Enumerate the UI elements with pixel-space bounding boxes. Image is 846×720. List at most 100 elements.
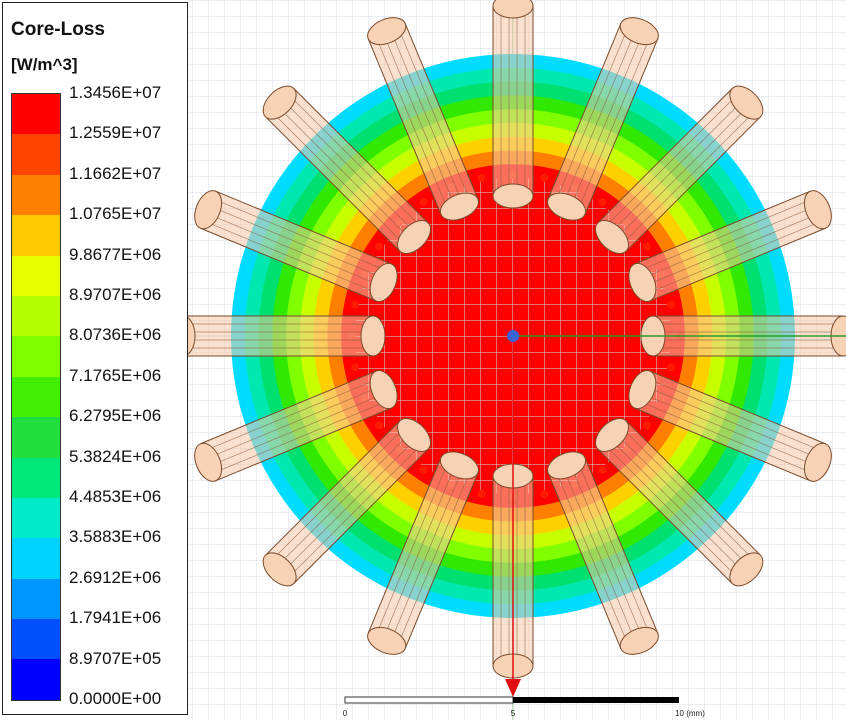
coil-wire: [620, 110, 756, 246]
coil-outer-end: [803, 190, 832, 230]
coil-wire: [569, 463, 644, 640]
scale-bar-black-segment: [513, 697, 679, 703]
coil-inner-end: [439, 451, 479, 480]
legend-value-9: 5.3824E+06: [69, 446, 162, 466]
coil-wire: [637, 400, 814, 474]
coil-wire: [390, 466, 464, 643]
scale-label-5: 5: [511, 709, 516, 718]
coil-wire: [640, 205, 817, 280]
legend-value-11: 3.5883E+06: [69, 527, 162, 547]
coil-wire: [212, 400, 389, 474]
coil-wire: [276, 431, 412, 567]
coil-wire: [620, 426, 756, 562]
coil-body: [492, 5, 534, 197]
coil-inner-end: [369, 370, 398, 410]
coil-13: [194, 190, 398, 302]
coil-wire: [282, 99, 418, 235]
legend-band-13: [12, 619, 60, 660]
legend-band-11: [12, 538, 60, 579]
coil-6: [595, 418, 764, 587]
coil-outer-end: [619, 17, 659, 46]
coil-wire: [569, 32, 644, 209]
legend-value-12: 2.6912E+06: [69, 567, 162, 587]
coordinate-triad: [505, 330, 846, 697]
hot-spot: [375, 421, 384, 430]
coil-wire: [382, 32, 457, 209]
coil-inner-end: [397, 220, 431, 254]
coil-inner-end: [397, 418, 431, 452]
coil-wire: [390, 29, 464, 206]
coil-wire: [608, 437, 744, 573]
coil-15: [367, 17, 479, 221]
legend-title: Core-Loss: [11, 19, 105, 40]
coil-wire: [382, 463, 457, 640]
coil-body: [182, 315, 374, 357]
coil-inner-end: [547, 192, 587, 221]
hot-spot: [666, 300, 675, 309]
coil-wire: [643, 385, 820, 459]
coil-wire: [397, 469, 471, 646]
legend-value-14: 8.9707E+05: [69, 648, 162, 668]
legend-band-9: [12, 457, 60, 498]
hot-spot: [419, 465, 428, 474]
coil-inner-end: [595, 220, 629, 254]
hot-spot: [540, 174, 549, 183]
legend-band-0: [12, 94, 60, 135]
hot-spot: [598, 465, 607, 474]
coil-inner-end: [360, 315, 386, 357]
coil-3: [628, 190, 832, 302]
coil-wire: [287, 93, 423, 229]
coil-inner-end: [547, 451, 587, 480]
hot-spot: [375, 242, 384, 251]
coil-wire: [646, 220, 823, 294]
legend-value-10: 4.4853E+06: [69, 487, 162, 506]
legend-value-2: 1.1662E+07: [69, 163, 162, 183]
legend-value-7: 7.1765E+06: [69, 365, 162, 385]
coil-wire: [562, 29, 636, 206]
coil-wire: [603, 93, 739, 229]
hot-spot: [642, 421, 651, 430]
coil-wire: [646, 378, 823, 452]
x-axis-arrow: [505, 679, 521, 697]
legend-value-8: 6.2795E+06: [69, 406, 162, 426]
scale-bar: 0 5 10 (mm): [343, 696, 705, 718]
legend-band-12: [12, 578, 60, 620]
coil-wire: [603, 443, 739, 579]
coil-wire: [397, 26, 471, 203]
coil-wire: [287, 443, 423, 579]
legend-value-15: 0.0000E+00: [69, 689, 162, 708]
hot-spot: [477, 489, 486, 498]
coil-outer-end: [262, 552, 297, 587]
legend-band-2: [12, 174, 60, 216]
coil-outer-end: [194, 190, 223, 230]
legend-band-3: [12, 215, 60, 256]
coil-outer-end: [729, 552, 764, 587]
scale-bar-white-segment: [344, 696, 514, 704]
coil-wire: [206, 385, 383, 459]
legend-band-10: [12, 497, 60, 539]
coil-1: [547, 17, 659, 221]
coil-2: [595, 85, 764, 254]
legend-band-5: [12, 295, 60, 337]
coil-wire: [640, 392, 817, 467]
coil-wire: [555, 26, 629, 203]
coil-wire: [270, 426, 406, 562]
coil-wire: [614, 105, 750, 241]
coil-wire: [637, 198, 814, 272]
legend-band-8: [12, 417, 60, 458]
scale-label-10: 10 (mm): [675, 709, 705, 718]
hot-spot: [419, 198, 428, 207]
coil-wire: [614, 431, 750, 567]
hot-spot: [642, 242, 651, 251]
coil-7: [547, 451, 659, 655]
coil-outer-end: [492, 0, 534, 19]
coil-12: [170, 315, 386, 357]
coil-0: [492, 0, 534, 209]
origin-marker: [507, 330, 519, 342]
legend-value-5: 8.9707E+06: [69, 285, 162, 304]
coil-outer-end: [803, 442, 832, 482]
legend-unit: [W/m^3]: [11, 55, 78, 74]
coil-outer-end: [729, 85, 764, 120]
color-legend[interactable]: Core-Loss [W/m^3] 1.3456E+07 1.2559E+07 1.…: [2, 2, 188, 715]
